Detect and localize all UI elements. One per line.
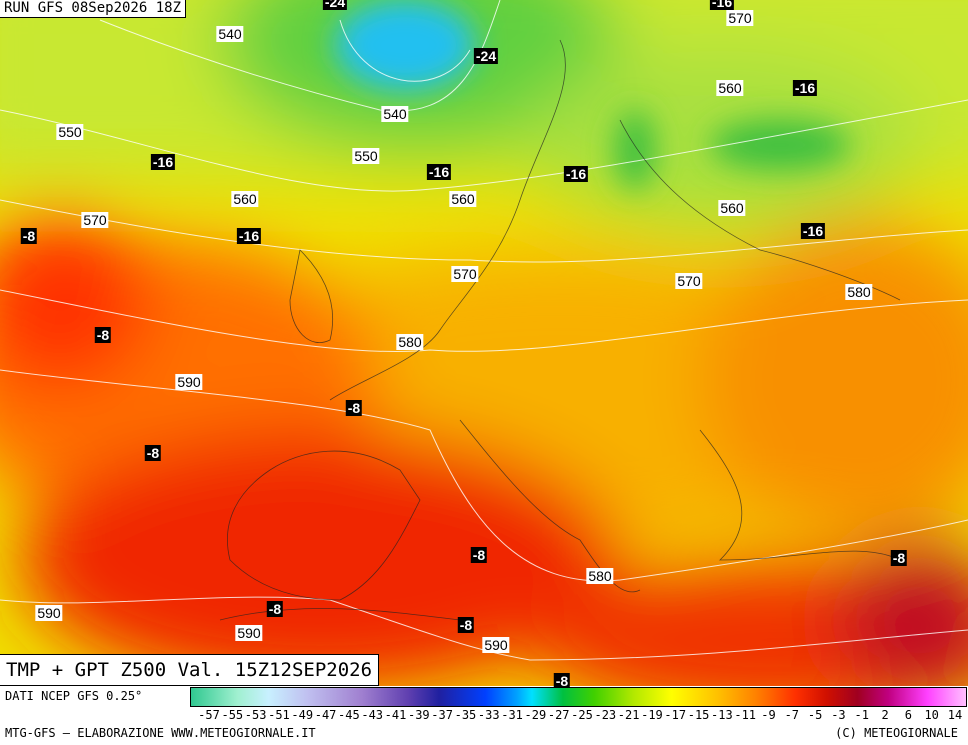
temperature-label: -8	[345, 400, 363, 416]
scale-label: -19	[641, 708, 663, 722]
height-label: 580	[845, 284, 873, 300]
height-label: 540	[216, 26, 244, 42]
temperature-label: -24	[473, 48, 499, 64]
temperature-label: -16	[800, 223, 826, 239]
height-label: 570	[451, 266, 479, 282]
scale-label: -43	[361, 708, 384, 722]
map-title: TMP + GPT Z500 Val. 15Z12SEP2026	[0, 654, 380, 686]
temperature-label: -8	[470, 547, 488, 563]
height-label: 560	[718, 200, 746, 216]
temperature-label: -8	[94, 327, 112, 343]
coastlines	[219, 39, 901, 621]
temperature-label: -8	[266, 601, 284, 617]
scale-label: -25	[571, 708, 593, 722]
temperature-label: -8	[890, 550, 908, 566]
temperature-label: -16	[150, 154, 176, 170]
temperature-label: -16	[792, 80, 818, 96]
scale-label: -29	[524, 708, 547, 722]
scale-label: 10	[924, 708, 939, 722]
scale-label: -57	[198, 708, 220, 722]
copyright: (C) METEOGIORNALE	[835, 726, 958, 740]
height-label: 580	[396, 334, 424, 350]
scale-label: -39	[407, 708, 430, 722]
data-source: DATI NCEP GFS 0.25°	[5, 689, 143, 703]
temperature-label: -8	[20, 228, 38, 244]
height-label: 570	[726, 10, 754, 26]
scale-label: -49	[291, 708, 314, 722]
scale-label: -17	[664, 708, 687, 722]
color-scale	[190, 687, 967, 707]
scale-label: 14	[947, 708, 963, 722]
height-label: 580	[586, 568, 614, 584]
scale-label: -3	[831, 708, 846, 722]
height-label: 560	[231, 191, 259, 207]
scale-label: -47	[314, 708, 337, 722]
scale-label: -41	[384, 708, 407, 722]
scale-label: -35	[454, 708, 477, 722]
scale-label: -9	[761, 708, 776, 722]
run-info: RUN GFS 08Sep2026 18Z	[0, 0, 187, 18]
weather-map	[0, 0, 968, 686]
scale-label: 6	[904, 708, 912, 722]
temperature-label: -8	[457, 617, 475, 633]
contours	[0, 0, 968, 661]
height-label: 550	[352, 148, 380, 164]
temperature-label: -24	[322, 0, 348, 10]
scale-label: -7	[784, 708, 800, 722]
scale-label: -37	[431, 708, 453, 722]
scale-label: -33	[477, 708, 500, 722]
temperature-label: -16	[426, 164, 452, 180]
temperature-label: -16	[563, 166, 589, 182]
height-label: 560	[716, 80, 744, 96]
scale-label: -21	[617, 708, 640, 722]
scale-label: -5	[807, 708, 823, 722]
scale-label: -13	[711, 708, 733, 722]
scale-label: -15	[687, 708, 710, 722]
height-label: 550	[56, 124, 84, 140]
scale-label: -45	[338, 708, 360, 722]
temperature-label: -16	[709, 0, 735, 10]
scale-label: -55	[221, 708, 244, 722]
credit: MTG-GFS — ELABORAZIONE WWW.METEOGIORNALE…	[5, 726, 316, 740]
height-label: 570	[81, 212, 109, 228]
scale-label: -27	[547, 708, 570, 722]
scale-label: -51	[268, 708, 290, 722]
height-label: 570	[675, 273, 703, 289]
height-label: 560	[449, 191, 477, 207]
scale-label: 2	[881, 708, 889, 722]
scale-label: -23	[594, 708, 617, 722]
height-label: 590	[35, 605, 63, 621]
scale-label: -53	[244, 708, 267, 722]
scale-label: -31	[501, 708, 523, 722]
height-label: 590	[235, 625, 263, 641]
height-label: 540	[381, 106, 409, 122]
temperature-label: -8	[144, 445, 162, 461]
scale-label: -1	[854, 708, 869, 722]
height-label: 590	[482, 637, 510, 653]
temperature-label: -16	[236, 228, 262, 244]
height-label: 590	[175, 374, 203, 390]
scale-label: -11	[734, 708, 757, 722]
temperature-label: -8	[553, 673, 571, 689]
